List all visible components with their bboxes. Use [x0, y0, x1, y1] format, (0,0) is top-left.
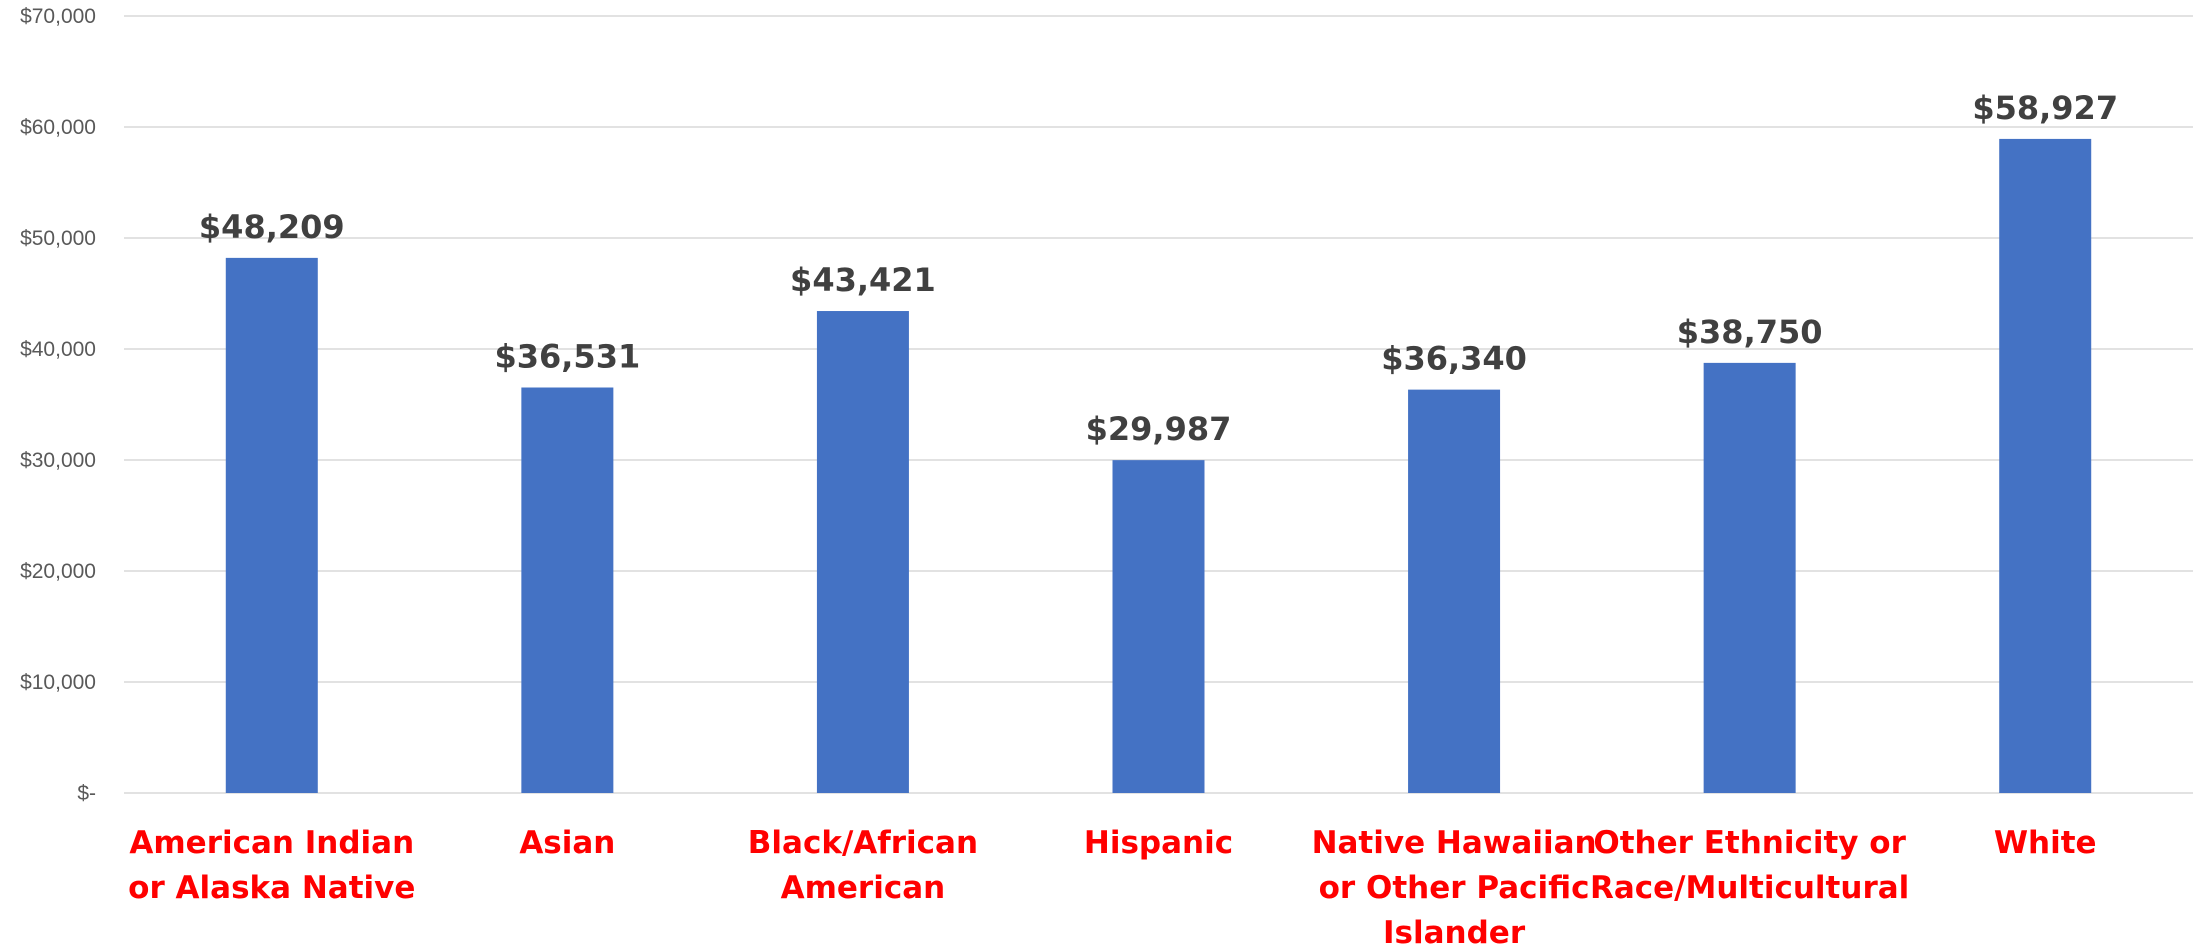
category-label: Native Hawaiian — [1312, 825, 1597, 861]
category-label: Hispanic — [1084, 825, 1233, 861]
data-label: $43,421 — [790, 261, 936, 299]
category-label: White — [1994, 825, 2097, 861]
bar — [225, 257, 318, 793]
category-label: Other Ethnicity or — [1593, 825, 1906, 861]
data-label: $36,531 — [494, 338, 640, 376]
data-label: $48,209 — [199, 208, 345, 246]
bar — [1703, 362, 1796, 793]
data-label: $58,927 — [1972, 89, 2118, 127]
bar — [1999, 138, 2092, 794]
y-tick-label: $60,000 — [20, 116, 96, 139]
y-tick-label: $- — [77, 782, 96, 805]
y-tick-label: $40,000 — [20, 338, 96, 361]
y-tick-label: $20,000 — [20, 560, 96, 583]
bar — [1408, 389, 1501, 793]
category-label: Race/Multicultural — [1590, 870, 1909, 906]
y-tick-label: $30,000 — [20, 449, 96, 472]
category-label: or Other Pacific — [1319, 870, 1590, 906]
data-labels: $48,209 $36,531 $43,421 $29,987 $36,340 $38,7… — [199, 89, 2118, 448]
category-label: Black/African — [748, 825, 978, 861]
bars — [225, 138, 2092, 794]
data-label: $29,987 — [1086, 410, 1232, 448]
data-label: $38,750 — [1677, 313, 1823, 351]
y-tick-label: $10,000 — [20, 671, 96, 694]
category-label: American Indian — [129, 825, 414, 861]
y-tick-label: $50,000 — [20, 227, 96, 250]
category-label: American — [781, 870, 946, 906]
bar — [1112, 460, 1205, 793]
category-label: Islander — [1383, 915, 1526, 949]
category-label: or Alaska Native — [128, 870, 415, 906]
y-tick-label: $70,000 — [20, 5, 96, 28]
bar — [816, 311, 909, 793]
data-label: $36,340 — [1381, 340, 1527, 378]
category-labels: American Indian or Alaska Native Asian Blac… — [128, 825, 2096, 949]
y-axis-tick-labels: $- $10,000 $20,000 $30,000 $40,000 $50,000 $60… — [20, 5, 96, 805]
bar — [521, 387, 614, 793]
category-label: Asian — [519, 825, 615, 861]
